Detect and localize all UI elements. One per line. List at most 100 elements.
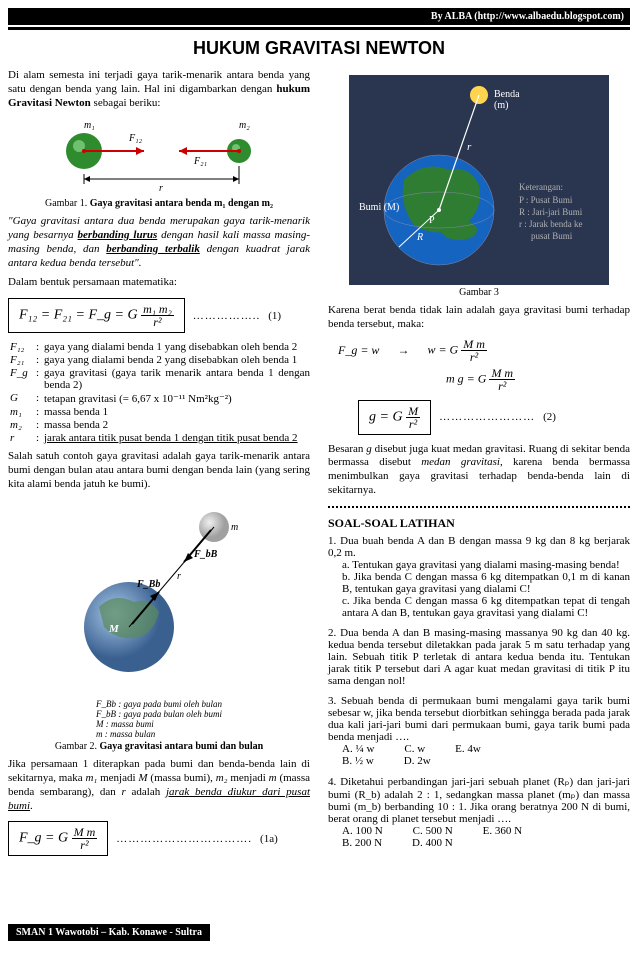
fig3-r: r [467,141,472,153]
def-txt-2: gaya gravitasi (gaya tarik menarik antar… [44,367,310,391]
header-rule [8,27,630,30]
ex2-txt: Dua benda A dan B masing-masing massanya… [328,627,630,687]
p3d: M [138,772,147,784]
left-column: Di alam semesta ini terjadi gaya tarik-m… [8,69,310,864]
eq2-den: r² [407,418,419,430]
fig3-land2 [441,220,477,240]
eq2-dots: …………………… [439,411,535,423]
derivation-block: F_g = w → w = G M mr² m g = G M mr² [338,338,630,392]
p3b: m₁ [85,772,97,784]
ex3-d: D. 2w [404,755,431,767]
ex4-choices-row2: B. 200 N D. 400 N [342,837,630,849]
def-sym-6: r [10,432,36,444]
ex3-choices-row1: A. ¼ w C. w E. 4w [342,743,630,755]
quote-b2: berbanding terbalik [106,243,200,255]
eq1a-lhs: F_g = G [19,831,68,846]
p3m: . [30,800,33,812]
eq1-lhs: F₁₂ = F₂₁ = F_g = G [19,308,138,323]
ex1-txt: Dua buah benda A dan B dengan massa 9 kg… [328,535,630,559]
equation-1a: F_g = G M m r² [8,821,108,856]
fig1-f21-label: F₂₁ [193,156,207,167]
def-sym-5: m₂ [10,419,36,431]
p5a: Besaran [328,443,366,455]
ex4-num: 4. [328,776,336,788]
fig2-caption-text: Gaya gravitasi antara bumi dan bulan [100,741,264,752]
footer: SMAN 1 Wawotobi – Kab. Konawe - Sultra [8,924,210,941]
eq1-den: r² [151,316,163,328]
fig1-r-label: r [159,183,163,194]
eq2-label: (2) [543,411,556,423]
fig1-arrowhead-f12 [136,147,144,155]
fig1-rarrow-l [84,176,90,182]
fig2-leg3: m : massa bulan [96,729,222,739]
ex3-num: 3. [328,695,336,707]
ex3-txt: Sebuah benda di permukaan bumi mengalami… [328,695,630,743]
fig2-r: r [177,571,181,582]
eq1a-frac: M m r² [72,826,98,851]
ex3-a: A. ¼ w [342,743,374,755]
eq1a-dots: ……………………………. [116,833,252,845]
eqb-l2n: M m [489,367,515,380]
header-byline: By ALBA (http://www.albaedu.blogspot.com… [8,8,630,25]
eqb-l1a: F_g = w [338,343,379,358]
fig2-leg1: F_bB : gaya pada bulan oleh bumi [96,709,222,719]
ex3-c: C. w [404,743,425,755]
fig3-leg2b: pusat Bumi [531,231,573,241]
para3: Jika persamaan 1 diterapkan pada bumi da… [8,758,310,813]
right-column: Benda (m) r R P Bumi (M) Keterangan: P :… [328,69,630,864]
fig3-P-dot [437,208,441,212]
def-sym-1: F₂₁ [10,354,36,366]
fig2-caption: Gambar 2. Gaya gravitasi antara bumi dan… [55,741,263,752]
equation-1a-row: F_g = G M m r² ……………………………. (1a) [8,821,310,856]
exercises-title: SOAL-SOAL LATIHAN [328,516,630,531]
def-txt-6: jarak antara titik pusat benda 1 dengan … [44,432,298,444]
ex4-d: D. 400 N [412,837,453,849]
equation-1-row: F₁₂ = F₂₁ = F_g = G m₁ m₂ r² …………….. (1) [8,298,310,333]
quote-b1: berbanding lurus [78,229,158,241]
fig3-leg0: P : Pusat Bumi [519,195,573,205]
figure-3: Benda (m) r R P Bumi (M) Keterangan: P :… [328,75,630,298]
figure-1: m₁ m₂ F₁₂ F₂₁ r [8,116,310,209]
ex3-b: B. ½ w [342,755,374,767]
page-title: HUKUM GRAVITASI NEWTON [8,38,630,59]
fig2-m: m [231,522,238,533]
def-sym-4: m₁ [10,406,36,418]
math-intro: Dalam bentuk persamaan matematika: [8,276,310,290]
p3k: adalah [126,786,166,798]
fig2-leg0: F_Bb : gaya pada bumi oleh bulan [96,699,222,709]
intro-paragraph: Di alam semesta ini terjadi gaya tarik-m… [8,69,310,110]
fig3-leg-title: Keterangan: [519,182,563,192]
eq1-frac: m₁ m₂ r² [141,303,174,328]
fig1-m2: m₂ [239,120,250,131]
para5: Besaran g disebut juga kuat medan gravit… [328,443,630,498]
figure-2: F_Bb F_bB M m r F_Bb : gaya pada bumi ol… [8,497,310,752]
eqb-l1d: r² [468,351,480,363]
para2: Salah satuh contoh gaya gravitasi adalah… [8,450,310,491]
def-txt-1: gaya yang dialami benda 2 yang disebabka… [44,354,297,366]
ex1a: a. Tentukan gaya gravitasi yang dialami … [342,559,630,571]
fig3-benda-m: (m) [494,100,508,111]
eq1-label: (1) [268,310,281,322]
fig1-caption-label: Gambar 1. [45,198,87,209]
ex4-c: C. 500 N [413,825,453,837]
def-txt-4: massa benda 1 [44,406,108,418]
fig1-rarrow-r [233,176,239,182]
quote-paragraph: "Gaya gravitasi antara dua benda merupak… [8,215,310,270]
fig1-f12-label: F₁₂ [128,133,143,144]
ex3: 3. Sebuah benda di permukaan bumi mengal… [328,695,630,767]
eqb-l1c: w = G [427,342,458,356]
fig2-caption-label: Gambar 2. [55,741,97,752]
ex1c: c. Jika benda C dengan massa 6 kg ditemp… [342,595,630,619]
separator [328,506,630,508]
ex4: 4. Diketahui perbandingan jari-jari sebu… [328,775,630,849]
p5d: medan gravitasi [421,456,500,468]
ex3-e: E. 4w [455,743,481,755]
def-txt-3: tetapan gravitasi (= 6,67 x 10⁻¹¹ Nm²kg⁻… [44,392,232,405]
fig1-caption: Gambar 1. Gaya gravitasi antara benda m₁… [45,198,273,209]
intro-tail: sebagai beriku: [94,97,161,109]
p3f: m₂ [216,772,228,784]
ex3-choices-row2: B. ½ w D. 2w [342,755,630,767]
ex4-choices-row1: A. 100 N C. 500 N E. 360 N [342,825,630,837]
ex1-num: 1. [328,535,336,547]
ex4-e: E. 360 N [483,825,522,837]
